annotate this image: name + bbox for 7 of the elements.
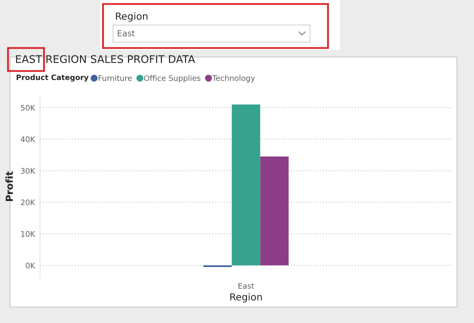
bar xyxy=(260,156,289,266)
bar xyxy=(232,104,260,266)
text: East xyxy=(118,30,135,36)
y-axis-title: Profit xyxy=(5,171,13,202)
text: Region xyxy=(116,12,148,22)
chart-title: EAST REGION SALES PROFIT DATA xyxy=(16,55,196,64)
x-axis-title: Region xyxy=(230,293,262,302)
